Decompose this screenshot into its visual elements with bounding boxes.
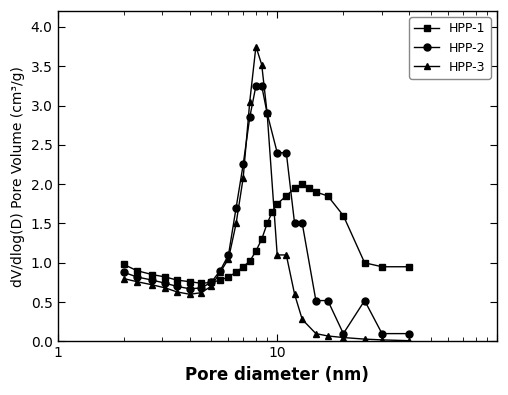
- HPP-2: [198, 286, 204, 290]
- HPP-2: [174, 284, 180, 289]
- HPP-1: [120, 262, 126, 267]
- HPP-3: [274, 252, 280, 257]
- HPP-2: [217, 268, 223, 273]
- HPP-2: [274, 150, 280, 155]
- HPP-3: [259, 62, 265, 67]
- HPP-3: [149, 282, 155, 287]
- Line: HPP-3: HPP-3: [120, 43, 413, 344]
- HPP-3: [163, 286, 169, 290]
- HPP-2: [313, 298, 319, 303]
- HPP-1: [247, 259, 253, 263]
- HPP-3: [174, 290, 180, 294]
- HPP-3: [226, 256, 232, 261]
- HPP-2: [379, 331, 385, 336]
- HPP-3: [379, 338, 385, 342]
- HPP-1: [253, 248, 259, 253]
- HPP-2: [292, 221, 298, 226]
- HPP-1: [340, 213, 346, 218]
- HPP-1: [269, 209, 275, 214]
- HPP-2: [134, 275, 140, 279]
- Legend: HPP-1, HPP-2, HPP-3: HPP-1, HPP-2, HPP-3: [409, 17, 491, 79]
- HPP-2: [340, 331, 346, 336]
- HPP-1: [233, 270, 239, 275]
- HPP-3: [217, 270, 223, 275]
- HPP-1: [313, 190, 319, 194]
- HPP-1: [217, 278, 223, 282]
- HPP-2: [120, 270, 126, 275]
- HPP-1: [299, 182, 305, 186]
- HPP-2: [253, 83, 259, 88]
- HPP-2: [247, 115, 253, 120]
- HPP-2: [362, 298, 368, 303]
- Y-axis label: dV/dlog(D) Pore Volume (cm³/g): dV/dlog(D) Pore Volume (cm³/g): [11, 66, 25, 287]
- Line: HPP-1: HPP-1: [120, 181, 413, 287]
- HPP-3: [406, 338, 412, 343]
- HPP-1: [187, 279, 193, 284]
- HPP-1: [362, 260, 368, 265]
- HPP-1: [163, 275, 169, 279]
- HPP-2: [226, 252, 232, 257]
- HPP-3: [198, 290, 204, 295]
- HPP-1: [259, 237, 265, 242]
- HPP-2: [163, 281, 169, 286]
- HPP-3: [134, 279, 140, 284]
- HPP-3: [187, 292, 193, 297]
- HPP-1: [406, 264, 412, 269]
- HPP-1: [208, 280, 214, 285]
- HPP-2: [259, 83, 265, 88]
- HPP-3: [253, 44, 259, 49]
- HPP-3: [208, 284, 214, 289]
- HPP-2: [299, 221, 305, 226]
- X-axis label: Pore diameter (nm): Pore diameter (nm): [185, 366, 369, 384]
- HPP-3: [233, 221, 239, 226]
- HPP-1: [134, 268, 140, 273]
- HPP-3: [299, 317, 305, 322]
- HPP-2: [325, 298, 331, 303]
- HPP-2: [187, 286, 193, 291]
- HPP-3: [313, 331, 319, 336]
- HPP-1: [274, 201, 280, 206]
- HPP-1: [240, 264, 246, 269]
- HPP-3: [283, 252, 290, 257]
- HPP-2: [264, 111, 270, 116]
- HPP-2: [149, 278, 155, 282]
- HPP-3: [240, 175, 246, 180]
- HPP-1: [264, 221, 270, 226]
- HPP-2: [240, 162, 246, 167]
- HPP-1: [292, 186, 298, 190]
- HPP-3: [247, 99, 253, 104]
- HPP-1: [306, 186, 312, 190]
- HPP-1: [226, 275, 232, 279]
- HPP-2: [233, 205, 239, 210]
- HPP-1: [174, 278, 180, 282]
- HPP-1: [198, 281, 204, 286]
- HPP-3: [120, 276, 126, 281]
- HPP-3: [292, 292, 298, 297]
- HPP-3: [325, 334, 331, 339]
- HPP-3: [264, 111, 270, 116]
- Line: HPP-2: HPP-2: [120, 83, 413, 337]
- HPP-1: [283, 194, 290, 198]
- HPP-1: [379, 264, 385, 269]
- HPP-1: [325, 194, 331, 198]
- HPP-3: [340, 335, 346, 340]
- HPP-2: [283, 150, 290, 155]
- HPP-1: [149, 272, 155, 277]
- HPP-2: [208, 280, 214, 285]
- HPP-3: [362, 337, 368, 342]
- HPP-2: [406, 331, 412, 336]
